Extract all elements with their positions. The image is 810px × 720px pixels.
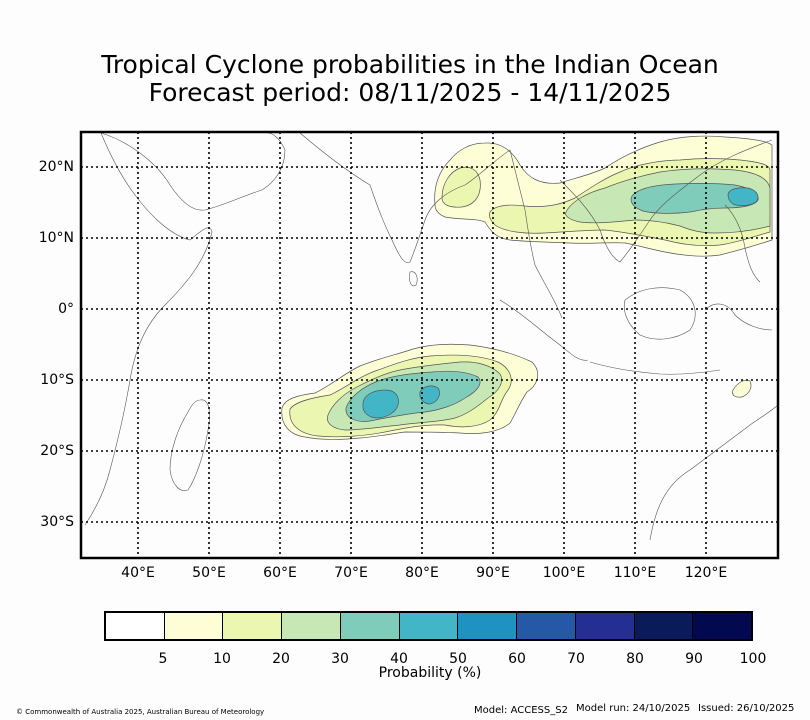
java-coast	[589, 361, 721, 375]
colorbar-tick-label: 90	[685, 651, 703, 667]
lon-label-110e: 110°E	[613, 565, 657, 581]
colorbar-segment	[517, 613, 576, 639]
model-name: Model: ACCESS_S2	[474, 705, 568, 716]
contour-40-north	[727, 187, 759, 207]
indochina-coast	[559, 139, 773, 263]
colorbar-segment	[164, 613, 224, 639]
chart-title-line1: Tropical Cyclone probabilities in the In…	[101, 50, 719, 79]
colorbar-tick-label: 80	[626, 651, 644, 667]
colorbar-tick-label: 60	[508, 651, 526, 667]
colorbar-segment	[223, 613, 283, 639]
sulawesi-newguinea-coast	[704, 303, 773, 331]
colorbar-segment	[106, 613, 165, 639]
sri-lanka-coast	[409, 271, 418, 287]
lon-label-60e: 60°E	[263, 565, 297, 581]
colorbar-tick-label: 30	[331, 651, 349, 667]
colorbar-tick-label: 100	[739, 651, 767, 667]
philippines-coast	[724, 204, 761, 283]
colorbar-segment	[399, 613, 459, 639]
lon-label-80e: 80°E	[405, 565, 439, 581]
colorbar-tick-label: 5	[158, 651, 168, 667]
contour-5-reunion-patch	[732, 379, 752, 398]
probability-contours-south	[281, 343, 752, 440]
lon-label-70e: 70°E	[334, 565, 368, 581]
lon-label-90e: 90°E	[476, 565, 510, 581]
chart-title-line2: Forecast period: 08/11/2025 - 14/11/2025	[148, 78, 672, 107]
map-frame	[79, 130, 780, 560]
graticule	[81, 132, 778, 558]
colorbar-label: Probability (%)	[378, 665, 482, 681]
lat-label-20s: 20°S	[40, 443, 74, 459]
coastlines	[84, 132, 779, 541]
colorbar-tick-label: 40	[390, 651, 408, 667]
india-coast	[299, 132, 511, 263]
colorbar-tick-label: 20	[272, 651, 290, 667]
colorbar-segment	[340, 613, 400, 639]
colorbar-segment	[458, 613, 518, 639]
arabia-coast	[100, 132, 286, 211]
lon-label-120e: 120°E	[684, 565, 728, 581]
map-figure	[79, 130, 780, 560]
colorbar-segment	[634, 613, 694, 639]
australia-coast	[649, 404, 779, 541]
copyright-text: © Commonwealth of Australia 2025, Austra…	[16, 708, 265, 716]
myanmar-malaysia-coast	[509, 149, 563, 319]
contour-30-north	[630, 182, 759, 214]
colorbar-segment	[693, 613, 752, 639]
contour-40-south-b	[419, 385, 440, 405]
lon-label-100e: 100°E	[542, 565, 586, 581]
contour-10-north	[441, 166, 481, 208]
lat-label-20n: 20°N	[38, 159, 74, 175]
colorbar-segment	[282, 613, 341, 639]
colorbar-tick-label: 50	[449, 651, 467, 667]
colorbar-segment	[575, 613, 635, 639]
colorbar-tick-label: 70	[567, 651, 585, 667]
issued-date: Issued: 26/10/2025	[698, 703, 795, 714]
sumatra-coast	[499, 299, 589, 361]
colorbar-tick-label: 10	[213, 651, 231, 667]
lat-label-0: 0°	[58, 301, 74, 317]
colorbar	[104, 611, 753, 641]
probability-contours-north	[434, 135, 773, 257]
africa-coast	[84, 132, 213, 526]
lat-label-30s: 30°S	[40, 514, 74, 530]
lat-label-10s: 10°S	[40, 372, 74, 388]
contour-40-south-a	[362, 389, 399, 419]
borneo-coast	[623, 287, 696, 340]
lon-label-50e: 50°E	[192, 565, 226, 581]
lon-label-40e: 40°E	[121, 565, 155, 581]
madagascar-coast	[169, 399, 210, 491]
lat-label-10n: 10°N	[38, 230, 74, 246]
model-run-date: Model run: 24/10/2025	[576, 703, 691, 714]
